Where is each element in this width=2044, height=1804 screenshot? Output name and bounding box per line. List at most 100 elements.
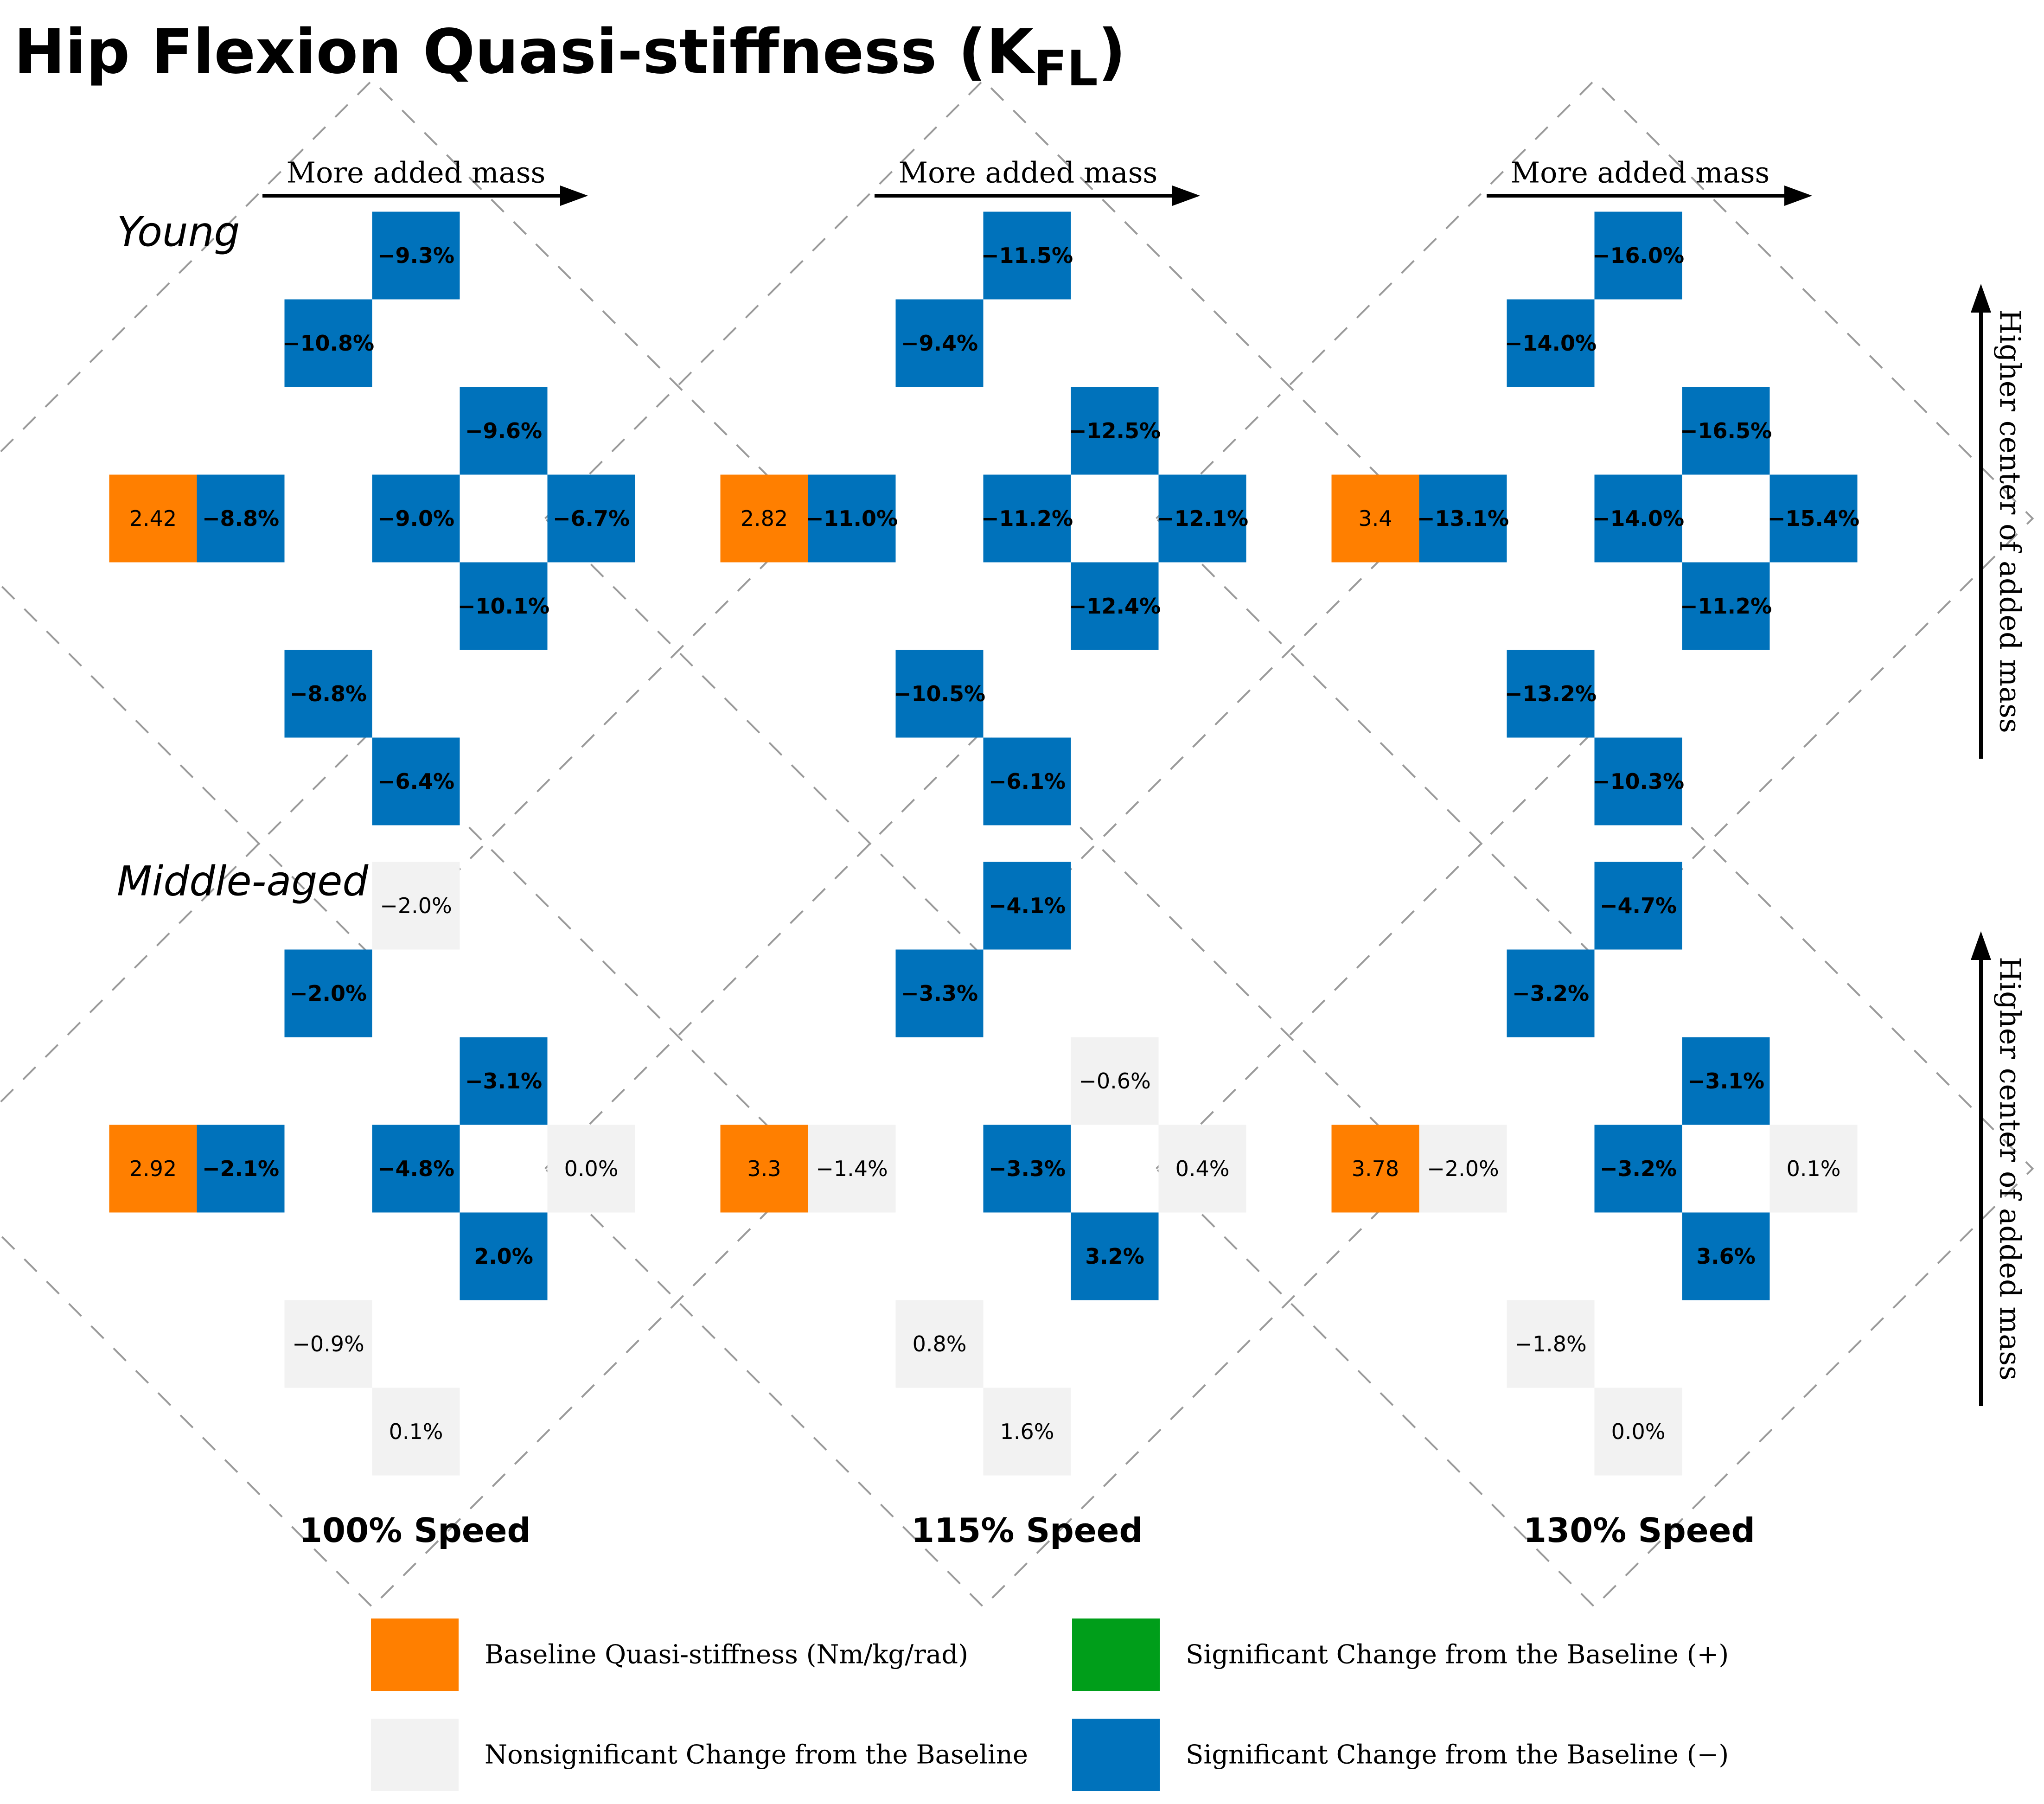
change-cell [372,737,460,825]
change-value: −4.1% [989,893,1066,918]
baseline-cell [720,1125,808,1213]
change-value: −12.4% [1069,594,1161,619]
change-value: −14.0% [1592,506,1684,531]
change-value: −9.0% [377,506,454,531]
change-cell [895,650,984,738]
group-label-young: Young [117,208,240,256]
legend-label-baseline: Baseline Quasi-stiffness (Nm/kg/rad) [485,1640,968,1670]
change-cell [372,1125,460,1213]
change-cell [1507,949,1595,1037]
change-cell [1419,474,1507,563]
change-cell [1507,1300,1595,1388]
change-cell [983,211,1071,300]
legend-swatch-sig_neg [1072,1719,1160,1791]
change-value: −10.3% [1592,769,1684,794]
change-value: −12.1% [1156,506,1248,531]
change-value: −11.2% [981,506,1073,531]
change-value: −16.0% [1592,243,1684,268]
change-value: −3.1% [465,1068,542,1094]
change-value: 0.1% [1787,1156,1841,1181]
baseline-cell [109,474,197,563]
change-value: −11.5% [981,243,1073,268]
change-cell [460,1037,548,1125]
change-cell [1594,1388,1682,1476]
title-subscript: FL [1034,40,1098,97]
panel-labels: Young Middle-aged 100% Speed 115% Speed 130%… [117,208,1755,1550]
change-cell [1071,1212,1159,1300]
speed-label: 115% Speed [911,1511,1143,1550]
height-arrow-head [1971,931,1991,960]
legend: Baseline Quasi-stiffness (Nm/kg/rad) Sign… [371,1618,1729,1791]
mass-arrow-head [560,186,588,206]
change-cell [547,1125,635,1213]
change-cell [460,1212,548,1300]
design-space-diamond [1155,79,2034,958]
change-cell [284,1300,372,1388]
change-value: −4.7% [1600,893,1677,918]
change-value: −9.3% [377,243,454,268]
baseline-value: 2.82 [741,506,788,531]
change-value: −6.1% [989,769,1066,794]
change-cell [1071,387,1159,475]
baseline-value: 3.4 [1358,506,1392,531]
change-value: −0.9% [292,1331,364,1356]
axis-arrows: More added mass More added mass More added… [262,156,2027,1406]
change-value: 0.4% [1175,1156,1230,1181]
change-cell [460,562,548,650]
change-value: −3.3% [901,981,978,1006]
change-value: −16.5% [1680,418,1772,443]
legend-label-nonsig: Nonsignificant Change from the Baseline [485,1740,1028,1770]
speed-label: 100% Speed [299,1511,531,1550]
change-value: −6.7% [553,506,630,531]
change-cell [1594,211,1682,300]
change-cell [983,737,1071,825]
change-cell [895,299,984,387]
legend-swatch-nonsig [371,1719,459,1791]
change-value: −10.5% [894,681,985,706]
change-value: 0.8% [913,1331,967,1356]
change-value: −3.3% [989,1156,1066,1181]
change-value: −10.8% [282,331,374,356]
change-cell [1071,562,1159,650]
change-cell [284,299,372,387]
change-cell [547,474,635,563]
change-value: −9.4% [901,331,978,356]
change-cell [372,211,460,300]
change-value: −2.0% [1427,1156,1499,1181]
change-cell [1769,1125,1858,1213]
change-cell [197,474,285,563]
baseline-value: 3.78 [1352,1156,1399,1181]
change-value: 0.0% [564,1156,619,1181]
change-cell [895,1300,984,1388]
legend-swatch-baseline [371,1618,459,1691]
change-cell [1594,862,1682,950]
mass-arrow-head [1172,186,1200,206]
change-value: 3.2% [1085,1244,1144,1269]
change-cell [895,949,984,1037]
change-value: −1.8% [1514,1331,1586,1356]
change-cell [284,949,372,1037]
baseline-cell [1331,474,1419,563]
change-value: −11.0% [806,506,898,531]
legend-label-sig_neg: Significant Change from the Baseline (−) [1186,1740,1729,1770]
change-cell [372,862,460,950]
change-value: −13.1% [1417,506,1509,531]
legend-swatch-sig_pos [1072,1618,1160,1691]
change-value: −3.2% [1600,1156,1677,1181]
change-value: −6.4% [377,769,454,794]
change-cell [1682,387,1770,475]
change-value: −9.6% [465,418,542,443]
height-arrow-head [1971,284,1991,313]
more-added-mass-label: More added mass [287,156,546,190]
heatmap-cells: 2.42 −8.8% −10.8% −9.3% −9.0% −9.6% −6.7% −10.1… [109,211,1859,1476]
change-cell [808,1125,896,1213]
change-value: −10.1% [458,594,549,619]
change-cell [1594,737,1682,825]
change-value: −11.2% [1680,594,1772,619]
baseline-value: 2.42 [129,506,177,531]
change-value: −2.0% [380,893,452,918]
change-cell [1769,474,1858,563]
baseline-cell [109,1125,197,1213]
change-cell [983,1388,1071,1476]
